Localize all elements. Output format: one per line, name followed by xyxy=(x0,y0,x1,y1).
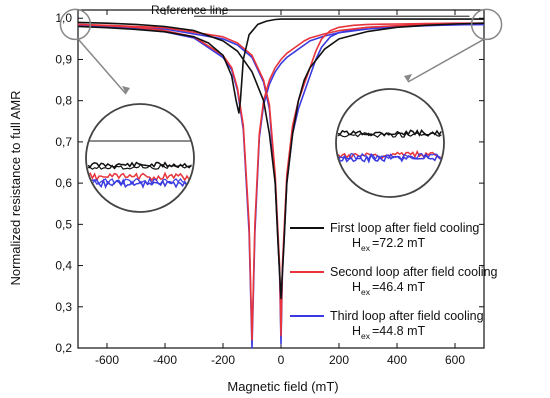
y-tick-label: 0,2 xyxy=(55,341,72,355)
legend-hex-value: =46.4 mT xyxy=(372,280,426,294)
x-tick-label: 0 xyxy=(278,353,285,367)
y-tick-label: 0,8 xyxy=(55,94,72,108)
x-tick-label: -200 xyxy=(211,353,235,367)
x-tick-label: 600 xyxy=(445,353,465,367)
inset-circle xyxy=(335,88,445,198)
inset-circle xyxy=(85,103,195,213)
zoom-source-circle xyxy=(59,8,92,41)
series-line xyxy=(77,22,484,337)
inset-noise-red xyxy=(87,171,193,182)
x-tick-label: -400 xyxy=(153,353,177,367)
x-tick-label: 200 xyxy=(329,353,349,367)
x-tick-label: -600 xyxy=(95,353,119,367)
legend-hex-prefix: H xyxy=(352,236,361,250)
inset-noise-black xyxy=(87,163,192,170)
y-tick-label: 1,0 xyxy=(55,11,72,25)
legend-hex-sub: ex xyxy=(361,287,371,297)
inset-noise-blue xyxy=(337,152,442,161)
zoom-arrowhead xyxy=(122,86,130,94)
legend-hex-sub: ex xyxy=(361,331,371,341)
legend-hex-prefix: H xyxy=(352,280,361,294)
legend-label: First loop after field cooling xyxy=(330,221,479,235)
series-layer xyxy=(77,18,485,349)
legend-hex-sub: ex xyxy=(361,243,371,253)
inset-content xyxy=(337,129,443,164)
inset-content xyxy=(87,140,193,190)
y-tick-label: 0,9 xyxy=(55,52,72,66)
legend-label: Second loop after field cooling xyxy=(330,265,498,279)
y-tick-label: 0,4 xyxy=(55,259,72,273)
legend-hex-value: =44.8 mT xyxy=(372,324,426,338)
inset-noise-black xyxy=(337,129,443,137)
zoom-source-circle xyxy=(470,8,503,41)
inset-layer xyxy=(59,8,503,213)
x-axis-label: Magnetic field (mT) xyxy=(227,379,338,394)
inset-noise-black xyxy=(87,161,192,168)
y-tick-label: 0,6 xyxy=(55,176,72,190)
y-tick-label: 0,5 xyxy=(55,217,72,231)
series-line xyxy=(77,21,485,300)
legend-hex-value: =72.2 mT xyxy=(372,236,426,250)
zoom-arrowhead xyxy=(404,74,412,82)
series-line xyxy=(77,18,484,114)
inset-noise-blue xyxy=(87,177,192,186)
axis-ticks: -600 -400 -200 0 200 400 600 0,2 0,3 0,4 0,5 0,6 0,7… xyxy=(55,10,484,367)
y-tick-label: 0,3 xyxy=(55,300,72,314)
reference-line-label: Reference line xyxy=(151,3,229,17)
x-tick-label: 400 xyxy=(387,353,407,367)
y-tick-label: 0,7 xyxy=(55,135,72,149)
y-axis-label: Normalized resistance to full AMR xyxy=(8,90,23,285)
zoom-arrow xyxy=(77,38,127,95)
legend-hex-prefix: H xyxy=(352,324,361,338)
zoom-arrow xyxy=(407,38,484,83)
legend-label: Third loop after field cooling xyxy=(330,309,484,323)
inset-noise-black xyxy=(337,132,442,138)
